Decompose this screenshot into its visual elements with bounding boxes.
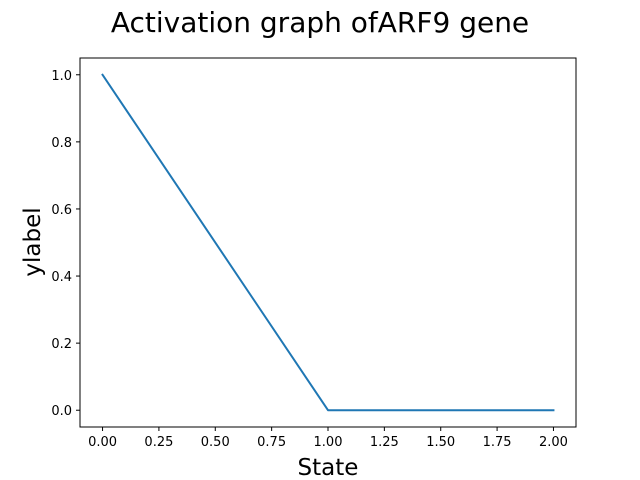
y-tick-label: 0.2 [51, 337, 72, 352]
series-line [101, 73, 555, 412]
y-tick-label: 0.8 [51, 136, 72, 151]
x-tick-label: 1.25 [370, 435, 399, 450]
y-tick-label: 0.4 [51, 270, 72, 285]
x-tick-label: 2.00 [539, 435, 568, 450]
chart-title: Activation graph ofARF9 gene [111, 6, 529, 39]
x-tick-label: 0.25 [144, 435, 173, 450]
series-layer [101, 73, 555, 412]
x-tick-label: 1.75 [483, 435, 512, 450]
x-tick-label: 1.50 [426, 435, 455, 450]
x-tick-label: 0.00 [88, 435, 117, 450]
x-tick-label: 0.75 [257, 435, 286, 450]
x-axis-label: State [298, 455, 359, 480]
y-tick-label: 0.6 [51, 203, 72, 218]
y-tick-label: 1.0 [51, 69, 72, 84]
x-tick-label: 0.50 [201, 435, 230, 450]
plot-area: 0.00 0.25 0.50 0.75 1.00 1.25 1.50 1.75 2.00 0.0… [51, 57, 577, 450]
y-axis-label: ylabel [20, 207, 46, 276]
y-tick-label: 0.0 [51, 404, 72, 419]
axes-frame [79, 57, 577, 428]
x-tick-label: 1.00 [314, 435, 343, 450]
x-axis: 0.00 0.25 0.50 0.75 1.00 1.25 1.50 1.75 2.00 [88, 427, 568, 450]
y-axis: 0.0 0.2 0.4 0.6 0.8 1.0 [51, 69, 80, 419]
